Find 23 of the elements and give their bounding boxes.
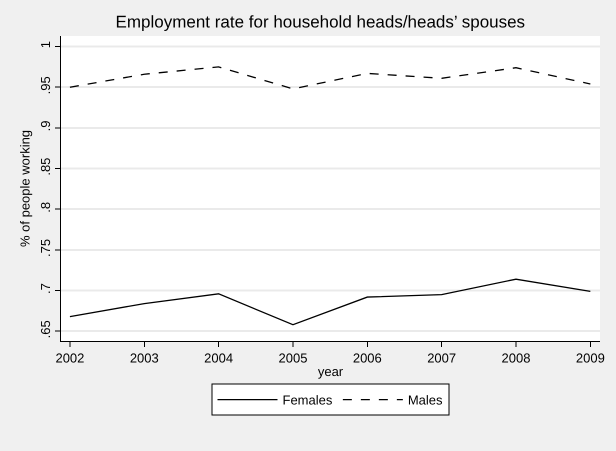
y-tick-label: .85: [38, 158, 53, 176]
line-series: [69, 66, 591, 90]
x-tick-label: 2003: [130, 350, 159, 366]
y-tick-label: .65: [38, 320, 53, 338]
legend-label: Males: [408, 392, 444, 408]
y-tick-label: .7: [38, 283, 53, 294]
x-tick-label: 2005: [278, 350, 308, 366]
x-tick-label: 2007: [427, 350, 456, 366]
x-tick-label: 2004: [204, 350, 234, 366]
x-tick-label: 2002: [55, 350, 84, 366]
line-series: [69, 278, 591, 326]
y-tick-label: 1: [38, 41, 53, 48]
y-axis-title: % of people working: [18, 130, 33, 248]
y-tick-label: .8: [38, 202, 53, 213]
y-tick-label: .95: [38, 76, 53, 94]
y-tick-label: .75: [38, 238, 53, 257]
legend-label: Females: [282, 392, 333, 408]
chart-title: Employment rate for household heads/heads’ spouses: [116, 12, 526, 32]
y-tick-label: .9: [38, 120, 53, 132]
x-tick-label: 2008: [502, 350, 530, 366]
x-axis-title: year: [318, 364, 344, 380]
x-tick-label: 2009: [576, 350, 605, 366]
x-tick-label: 2006: [352, 350, 382, 366]
